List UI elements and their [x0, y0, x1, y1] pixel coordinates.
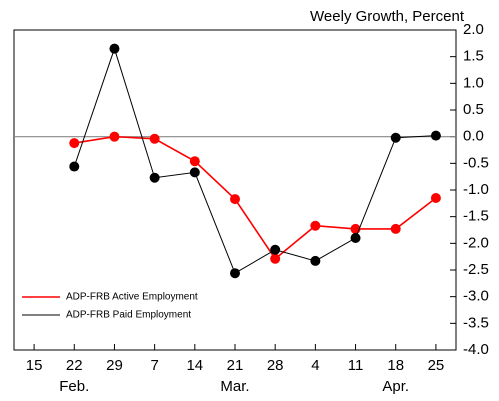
x-tick-label: 29	[106, 357, 123, 374]
x-tick-label: 22	[66, 357, 83, 374]
y-tick-label: -4.0	[463, 341, 489, 358]
point	[350, 233, 361, 243]
point	[310, 220, 321, 231]
point	[270, 244, 281, 255]
y-tick-label: -1.5	[463, 208, 489, 225]
x-tick-label: 15	[26, 357, 43, 374]
y-tick-label: -0.5	[463, 154, 489, 171]
point	[230, 268, 240, 279]
y-tick-label: 1.0	[463, 74, 484, 91]
point	[109, 43, 120, 54]
x-tick-label: 11	[348, 357, 364, 374]
chart-title: Weely Growth, Percent	[310, 8, 465, 25]
y-tick-label: 0.0	[463, 128, 484, 145]
x-tick-label: 28	[267, 357, 284, 374]
y-tick-label: -3.5	[463, 314, 489, 331]
x-tick-label: 21	[227, 357, 244, 374]
point	[149, 172, 160, 183]
y-tick-label: 2.0	[463, 21, 484, 38]
point	[149, 133, 160, 144]
point	[390, 223, 401, 234]
legend-label: ADP-FRB Active Employment	[66, 292, 198, 303]
point	[69, 138, 80, 149]
point	[310, 255, 321, 266]
month-label: Feb.	[59, 378, 89, 395]
y-tick-label: 1.5	[463, 48, 484, 65]
legend-label: ADP-FRB Paid Employment	[66, 310, 191, 321]
point	[390, 132, 401, 143]
x-tick-label: 25	[428, 357, 445, 374]
month-label: Apr.	[382, 378, 409, 395]
point	[69, 161, 80, 172]
point	[430, 193, 441, 203]
x-tick-label: 4	[311, 357, 319, 374]
y-tick-label: -2.5	[463, 261, 489, 278]
x-tick-label: 18	[387, 357, 404, 374]
series-line	[74, 135, 437, 260]
y-tick-label: -1.0	[463, 181, 489, 198]
series-line	[73, 47, 436, 274]
point	[270, 253, 281, 264]
x-tick-label: 7	[150, 357, 158, 374]
point	[430, 130, 441, 141]
y-tick-label: 0.5	[463, 101, 484, 118]
x-tick-label: 14	[186, 357, 203, 374]
y-tick-label: -2.0	[463, 234, 489, 251]
point	[189, 167, 200, 178]
month-label: Mar.	[220, 378, 249, 395]
y-tick-label: -3.0	[463, 288, 489, 305]
point	[109, 131, 120, 142]
point	[230, 194, 240, 205]
point	[189, 156, 200, 167]
